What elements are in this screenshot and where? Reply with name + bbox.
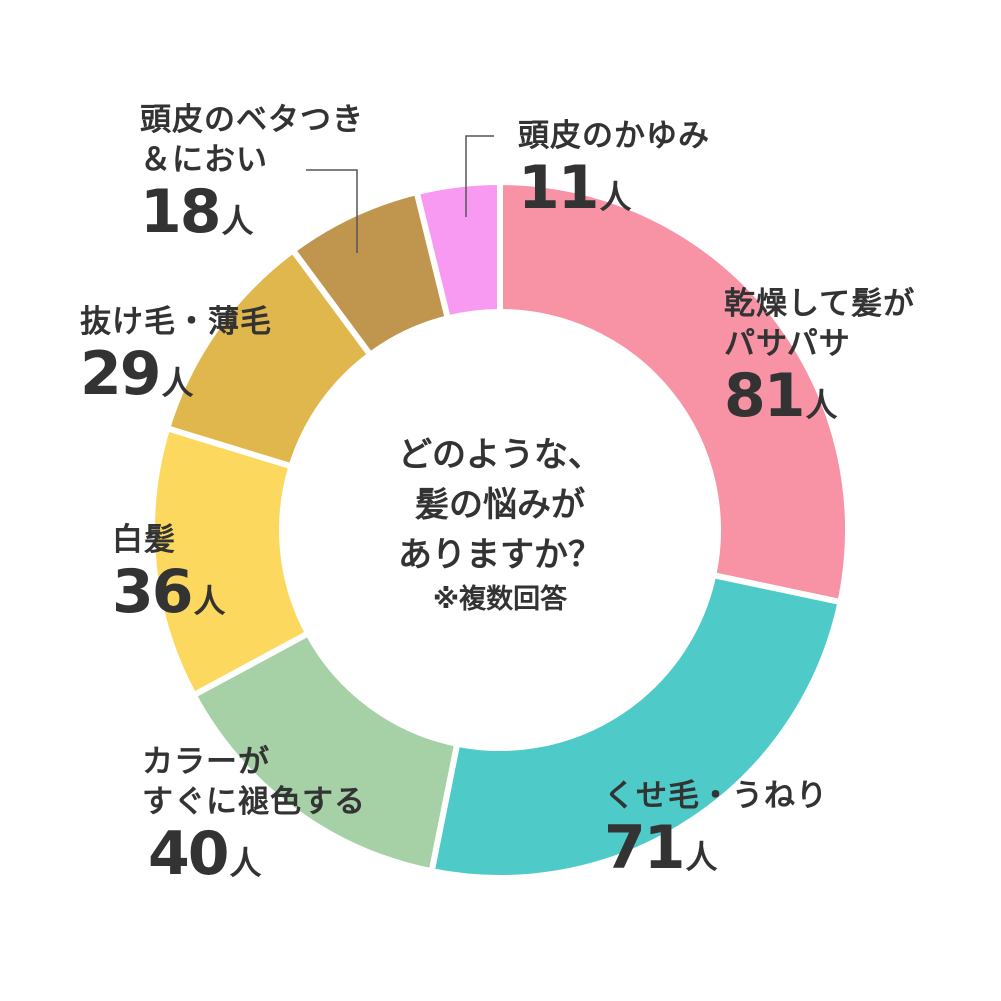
label-dry-hair-line2: パサパサ: [724, 326, 851, 362]
unit-color-fade: 人: [229, 844, 262, 882]
value-hair-loss: 29: [80, 339, 161, 409]
unit-dry-hair: 人: [805, 386, 838, 424]
label-gray-hair-line1: 白髪: [112, 522, 176, 558]
donut-slices: [149, 178, 851, 881]
multiple-answer-note: ※複数回答: [432, 584, 568, 615]
label-color-fade-line1: カラーが: [142, 744, 270, 780]
unit-hair-loss: 人: [161, 364, 194, 402]
label-frizz-line1: くせ毛・うねり: [604, 778, 828, 814]
unit-scalp-itch: 人: [599, 178, 632, 216]
unit-scalp-odor: 人: [221, 202, 254, 240]
question-line-2: 髪の悩みが: [415, 485, 585, 525]
value-scalp-odor: 18: [140, 177, 221, 247]
label-dry-hair: 乾燥して髪が パサパサ 81人: [724, 284, 915, 443]
unit-gray-hair: 人: [193, 582, 226, 620]
label-frizz: くせ毛・うねり 71人: [604, 776, 828, 895]
label-hair-loss: 抜け毛・薄毛 29人: [80, 302, 272, 421]
unit-frizz: 人: [685, 838, 718, 876]
label-color-fade: カラーが すぐに褪色する 40人: [142, 742, 366, 901]
label-hair-loss-line1: 抜け毛・薄毛: [80, 304, 272, 340]
label-scalp-odor-line1: 頭皮のベタつき: [140, 102, 364, 138]
value-frizz: 71: [604, 813, 685, 883]
question-line-3: ありますか？: [398, 535, 602, 575]
value-dry-hair: 81: [724, 361, 805, 431]
leader-line-scalp-odor: [306, 169, 358, 253]
value-scalp-itch: 11: [518, 153, 599, 223]
slice-dry-hair: [497, 178, 851, 606]
slice-scalp-itch: [413, 178, 503, 322]
label-color-fade-line2: すぐに褪色する: [142, 784, 366, 820]
chart-center-question: どのような、 髪の悩みが ありますか？ ※複数回答: [330, 430, 670, 620]
label-gray-hair: 白髪 36人: [112, 520, 226, 639]
label-scalp-odor-line2: ＆におい: [140, 142, 268, 178]
label-scalp-itch-line1: 頭皮のかゆみ: [518, 118, 710, 154]
label-dry-hair-line1: 乾燥して髪が: [724, 286, 916, 322]
value-color-fade: 40: [148, 819, 229, 889]
leader-lines: [306, 135, 494, 253]
slice-frizz: [428, 571, 845, 881]
label-scalp-itch: 頭皮のかゆみ 11人: [518, 116, 710, 235]
question-line-1: どのような、: [398, 435, 602, 475]
value-gray-hair: 36: [112, 557, 193, 627]
label-scalp-odor: 頭皮のベタつき ＆におい 18人: [140, 100, 364, 259]
leader-line-scalp-itch: [465, 135, 494, 217]
